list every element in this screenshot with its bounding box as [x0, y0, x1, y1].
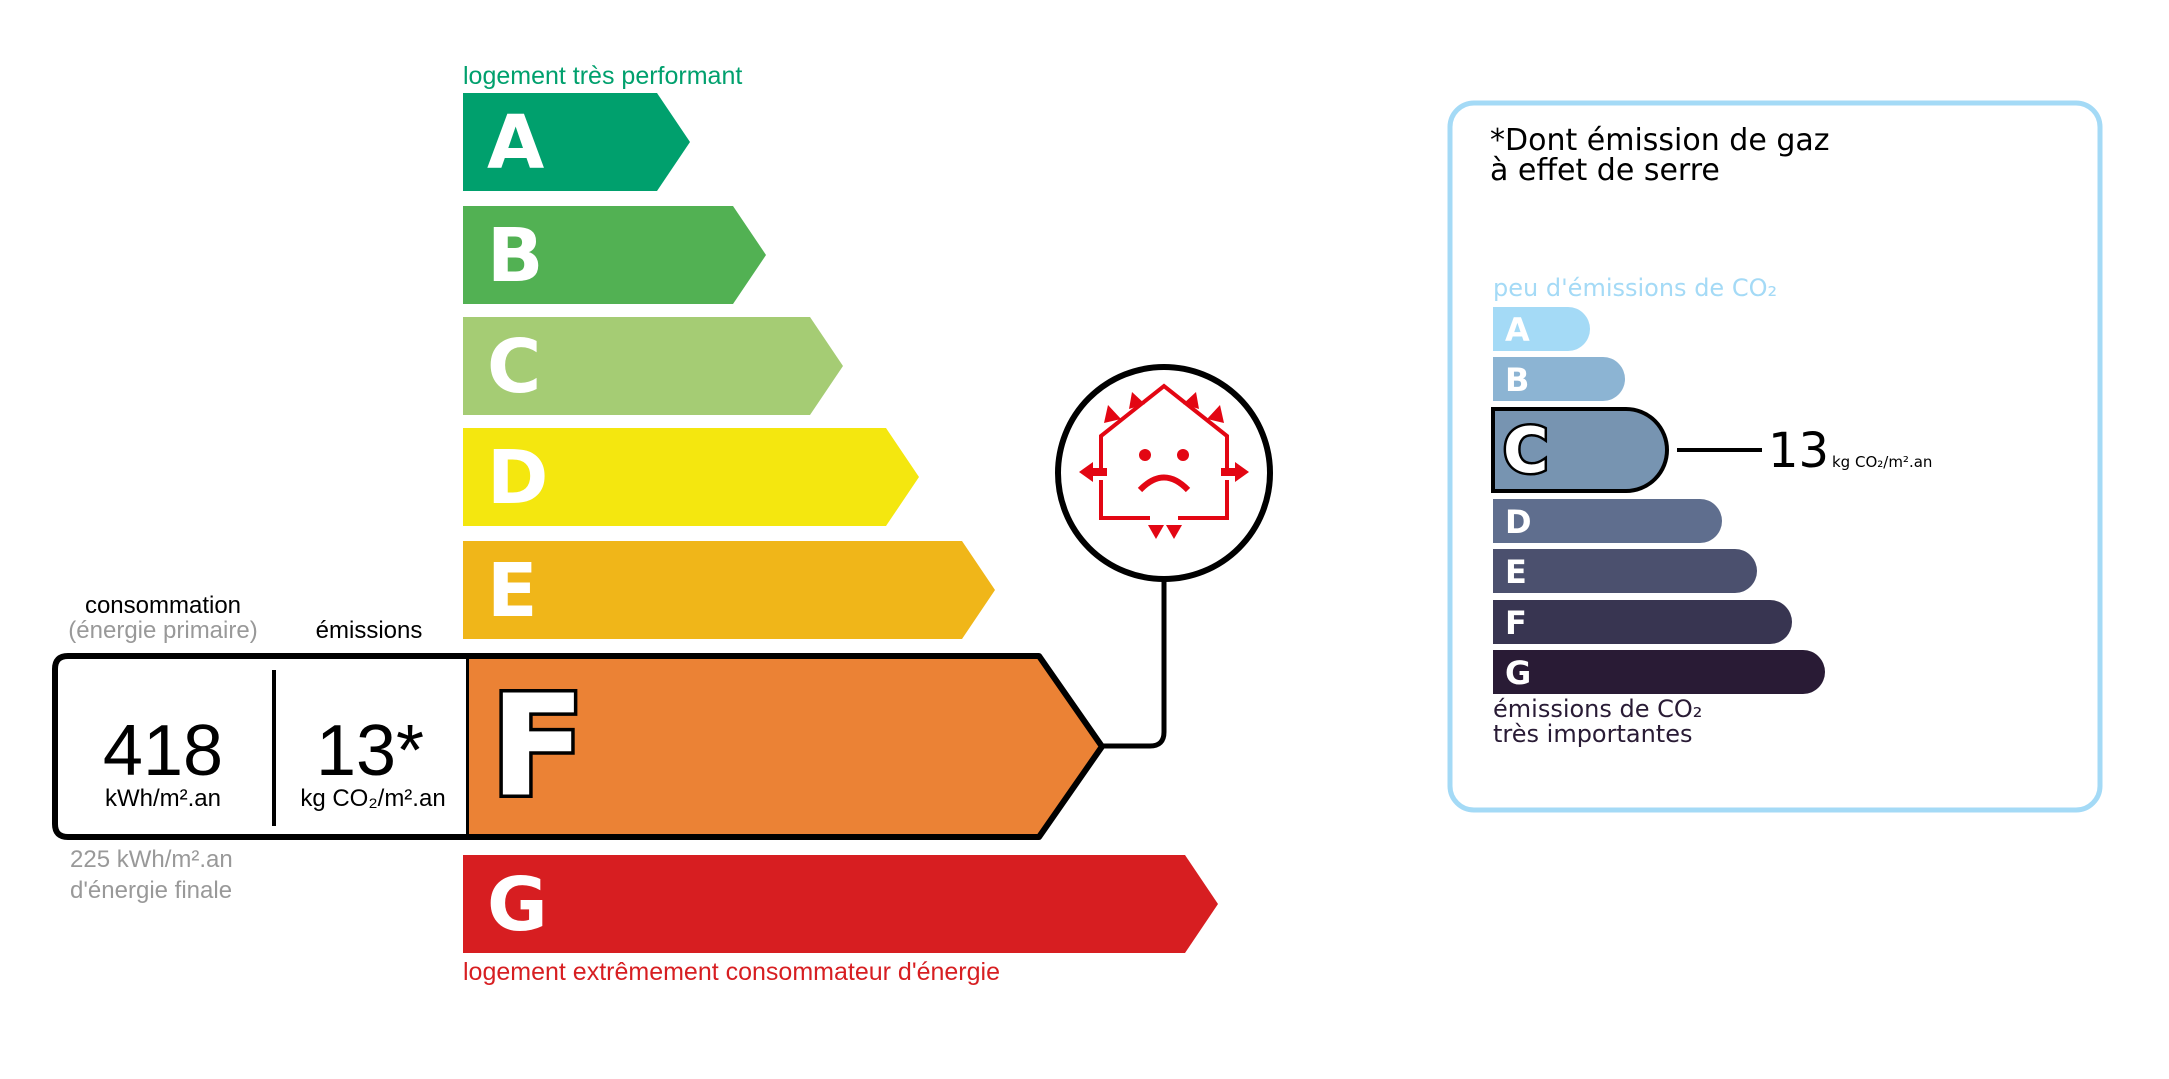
ges-class-g: G — [1493, 650, 1825, 694]
energy-class-a: A — [463, 93, 690, 191]
ges-bottom-caption-line1: émissions de CO₂ — [1493, 695, 1702, 723]
emissions-unit: kg CO₂/m².an — [300, 785, 445, 812]
ges-class-e: E — [1493, 549, 1757, 593]
energy-class-b: B — [463, 206, 766, 304]
energy-letter: G — [487, 862, 548, 948]
icon-connector — [1102, 579, 1167, 749]
consumption-label: consommation — [85, 592, 241, 619]
house-poorly-insulated-sad-face-icon — [1055, 364, 1273, 582]
energy-letter: E — [487, 548, 538, 634]
ges-bottom-caption-line2: très importantes — [1493, 720, 1693, 748]
ges-class-a: A — [1493, 307, 1590, 351]
emissions-label: émissions — [316, 617, 423, 644]
energy-letter: D — [487, 435, 548, 521]
ges-bar — [1493, 549, 1757, 593]
energy-bar — [463, 317, 843, 415]
final-energy-value: 225 kWh/m².an — [70, 846, 233, 873]
ges-letter: A — [1505, 311, 1530, 349]
energy-class-c: C — [463, 317, 843, 415]
ges-bar — [1493, 357, 1625, 401]
final-energy-label: d'énergie finale — [70, 877, 232, 904]
ges-letter: C — [1503, 414, 1549, 487]
energy-bar — [463, 206, 766, 304]
ges-bar — [1493, 499, 1722, 543]
ges-bar — [1493, 600, 1792, 644]
energy-bottom-caption: logement extrêmement consommateur d'éner… — [463, 958, 1000, 986]
ges-unit: kg CO₂/m².an — [1832, 453, 1932, 471]
ges-letter: D — [1505, 503, 1532, 541]
ges-bar — [1493, 650, 1825, 694]
ges-letter: B — [1505, 361, 1529, 399]
energy-bar — [463, 855, 1218, 953]
ges-letter: F — [1505, 604, 1527, 642]
energy-bar — [463, 541, 995, 639]
ges-value: 13 — [1768, 423, 1829, 479]
energy-top-caption: logement très performant — [463, 62, 742, 90]
ges-title-line1: *Dont émission de gaz — [1490, 123, 1830, 158]
consumption-unit: kWh/m².an — [105, 785, 221, 812]
ges-title-line2: à effet de serre — [1490, 153, 1720, 188]
energy-bar — [463, 428, 919, 526]
energy-letter: C — [487, 324, 541, 410]
ges-class-c: C — [1491, 407, 1669, 493]
ges-class-d: D — [1493, 499, 1722, 543]
ges-class-f: F — [1493, 600, 1792, 644]
consumption-value: 418 — [103, 711, 223, 791]
energy-bar — [463, 93, 690, 191]
ges-bar — [1493, 307, 1590, 351]
consumption-sublabel: (énergie primaire) — [68, 617, 257, 644]
energy-class-f: F — [463, 653, 1105, 840]
ges-bar — [1491, 407, 1669, 493]
ges-letter: G — [1505, 654, 1531, 692]
ges-class-b: B — [1493, 357, 1625, 401]
energy-letter: F — [490, 666, 586, 829]
energy-class-e: E — [463, 541, 995, 639]
value-box — [52, 653, 466, 840]
ges-top-caption: peu d'émissions de CO₂ — [1493, 274, 1777, 302]
ges-letter: E — [1505, 553, 1527, 591]
energy-class-d: D — [463, 428, 919, 526]
energy-letter: B — [487, 213, 543, 299]
emissions-value: 13* — [316, 711, 424, 791]
energy-class-g: G — [463, 855, 1218, 953]
energy-letter: A — [487, 100, 544, 186]
